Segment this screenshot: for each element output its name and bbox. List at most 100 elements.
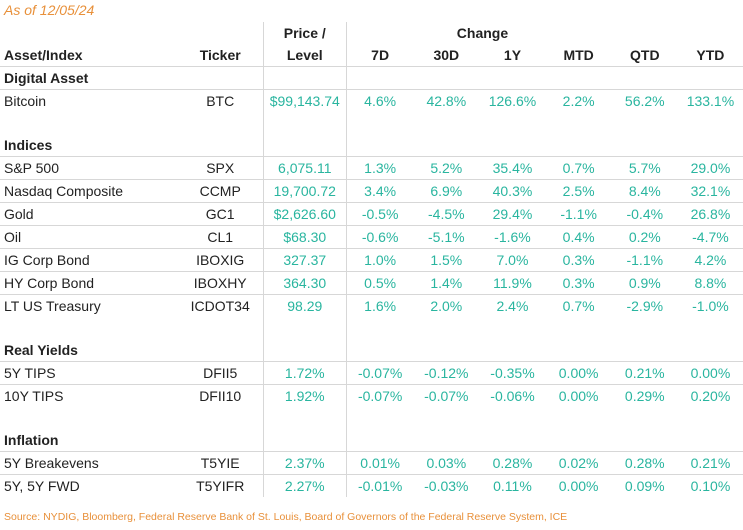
change-qtd: -2.9%: [611, 294, 678, 317]
ticker: T5YIFR: [177, 474, 264, 497]
change-1y: -1.6%: [479, 225, 546, 249]
change-qtd: 0.28%: [611, 451, 678, 475]
section-title: Indices: [4, 137, 53, 153]
change-mtd: 0.4%: [545, 225, 612, 249]
change-mtd: 0.3%: [545, 248, 612, 272]
change-1y: 40.3%: [479, 179, 546, 203]
table-row: 10Y TIPS DFII10 1.92% -0.07% -0.07% -0.06% 0.0…: [0, 384, 743, 407]
change-30d: 42.8%: [413, 89, 480, 112]
change-ytd: -1.0%: [677, 294, 743, 317]
change-mtd: 0.3%: [545, 271, 612, 295]
spacer-row: [0, 317, 743, 339]
price-value: 2.27%: [262, 474, 348, 497]
change-30d: 0.03%: [413, 451, 480, 475]
change-mtd: 2.5%: [545, 179, 612, 203]
section-title: Inflation: [4, 432, 59, 448]
source-note: Source: NYDIG, Bloomberg, Federal Reserv…: [4, 511, 568, 523]
change-ytd: 0.20%: [677, 384, 743, 407]
section-header: Digital Asset: [0, 66, 743, 90]
change-1y: -0.35%: [479, 361, 546, 385]
table-row: 5Y TIPS DFII5 1.72% -0.07% -0.12% -0.35% 0.00%…: [0, 361, 743, 385]
change-ytd: 4.2%: [677, 248, 743, 272]
price-value: 19,700.72: [262, 179, 348, 203]
section-header: Inflation: [0, 429, 743, 452]
table-row: Nasdaq Composite CCMP 19,700.72 3.4% 6.9% 40.…: [0, 179, 743, 203]
price-value: 327.37: [262, 248, 348, 272]
header-row-2: Asset/Index Ticker Level 7D 30D 1Y MTD Q…: [0, 44, 743, 67]
change-30d: 2.0%: [413, 294, 480, 317]
change-mtd: 0.7%: [545, 294, 612, 317]
price-value: $99,143.74: [262, 89, 348, 112]
change-mtd: 0.00%: [545, 384, 612, 407]
col-header-1y: 1Y: [503, 47, 522, 63]
col-header-qtd: QTD: [630, 47, 660, 63]
change-30d: 1.5%: [413, 248, 480, 272]
change-1y: 126.6%: [479, 89, 546, 112]
change-1y: 7.0%: [479, 248, 546, 272]
change-qtd: 5.7%: [611, 156, 678, 180]
change-30d: -4.5%: [413, 202, 480, 226]
change-ytd: 26.8%: [677, 202, 743, 226]
change-qtd: -0.4%: [611, 202, 678, 226]
market-table: Price / Change Asset/Index Ticker Level …: [0, 22, 743, 497]
change-7d: -0.07%: [346, 384, 414, 407]
change-mtd: 0.00%: [545, 474, 612, 497]
asset-name: HY Corp Bond: [0, 271, 178, 295]
ticker: CCMP: [177, 179, 264, 203]
change-qtd: 8.4%: [611, 179, 678, 203]
asset-name: 5Y Breakevens: [0, 451, 178, 475]
col-header-30d: 30D: [433, 47, 460, 63]
asset-name: S&P 500: [0, 156, 178, 180]
change-7d: -0.5%: [346, 202, 414, 226]
change-7d: -0.01%: [346, 474, 414, 497]
change-qtd: 0.21%: [611, 361, 678, 385]
change-qtd: 0.09%: [611, 474, 678, 497]
price-value: 1.72%: [262, 361, 348, 385]
col-header-mtd: MTD: [563, 47, 594, 63]
change-7d: 0.01%: [346, 451, 414, 475]
change-mtd: 0.7%: [545, 156, 612, 180]
change-qtd: 0.9%: [611, 271, 678, 295]
asset-name: 5Y, 5Y FWD: [0, 474, 178, 497]
change-1y: 0.28%: [479, 451, 546, 475]
table-row: Bitcoin BTC $99,143.74 4.6% 42.8% 126.6% 2.2% 5…: [0, 89, 743, 112]
price-value: $68.30: [262, 225, 348, 249]
change-30d: 6.9%: [413, 179, 480, 203]
table-row: IG Corp Bond IBOXIG 327.37 1.0% 1.5% 7.0% 0.3%…: [0, 248, 743, 272]
change-ytd: 0.10%: [677, 474, 743, 497]
change-qtd: 56.2%: [611, 89, 678, 112]
spacer-row: [0, 112, 743, 134]
change-30d: -0.03%: [413, 474, 480, 497]
change-30d: -5.1%: [413, 225, 480, 249]
change-ytd: 8.8%: [677, 271, 743, 295]
asset-name: 10Y TIPS: [0, 384, 178, 407]
change-mtd: 2.2%: [545, 89, 612, 112]
ticker: BTC: [177, 89, 264, 112]
price-value: 6,075.11: [262, 156, 348, 180]
price-header-line1: Price /: [262, 22, 348, 44]
price-value: 1.92%: [262, 384, 348, 407]
col-header-ytd: YTD: [696, 47, 725, 63]
table-row: 5Y Breakevens T5YIE 2.37% 0.01% 0.03% 0.28% 0.…: [0, 451, 743, 475]
change-mtd: 0.00%: [545, 361, 612, 385]
asset-name: 5Y TIPS: [0, 361, 178, 385]
change-7d: 1.6%: [346, 294, 414, 317]
change-1y: 2.4%: [479, 294, 546, 317]
asset-name: Nasdaq Composite: [0, 179, 178, 203]
spacer-row: [0, 407, 743, 429]
price-header-line2: Level: [262, 44, 348, 67]
table-row: LT US Treasury ICDOT34 98.29 1.6% 2.0% 2.4% 0.…: [0, 294, 743, 317]
asset-name: LT US Treasury: [0, 294, 178, 317]
change-7d: -0.6%: [346, 225, 414, 249]
change-ytd: 133.1%: [677, 89, 743, 112]
change-1y: 29.4%: [479, 202, 546, 226]
change-7d: -0.07%: [346, 361, 414, 385]
col-header-7d: 7D: [371, 47, 390, 63]
change-30d: -0.12%: [413, 361, 480, 385]
change-30d: -0.07%: [413, 384, 480, 407]
table-row: Oil CL1 $68.30 -0.6% -5.1% -1.6% 0.4% 0.2% -4.7%: [0, 225, 743, 249]
change-7d: 3.4%: [346, 179, 414, 203]
price-value: 98.29: [262, 294, 348, 317]
change-ytd: 32.1%: [677, 179, 743, 203]
ticker: DFII5: [177, 361, 264, 385]
